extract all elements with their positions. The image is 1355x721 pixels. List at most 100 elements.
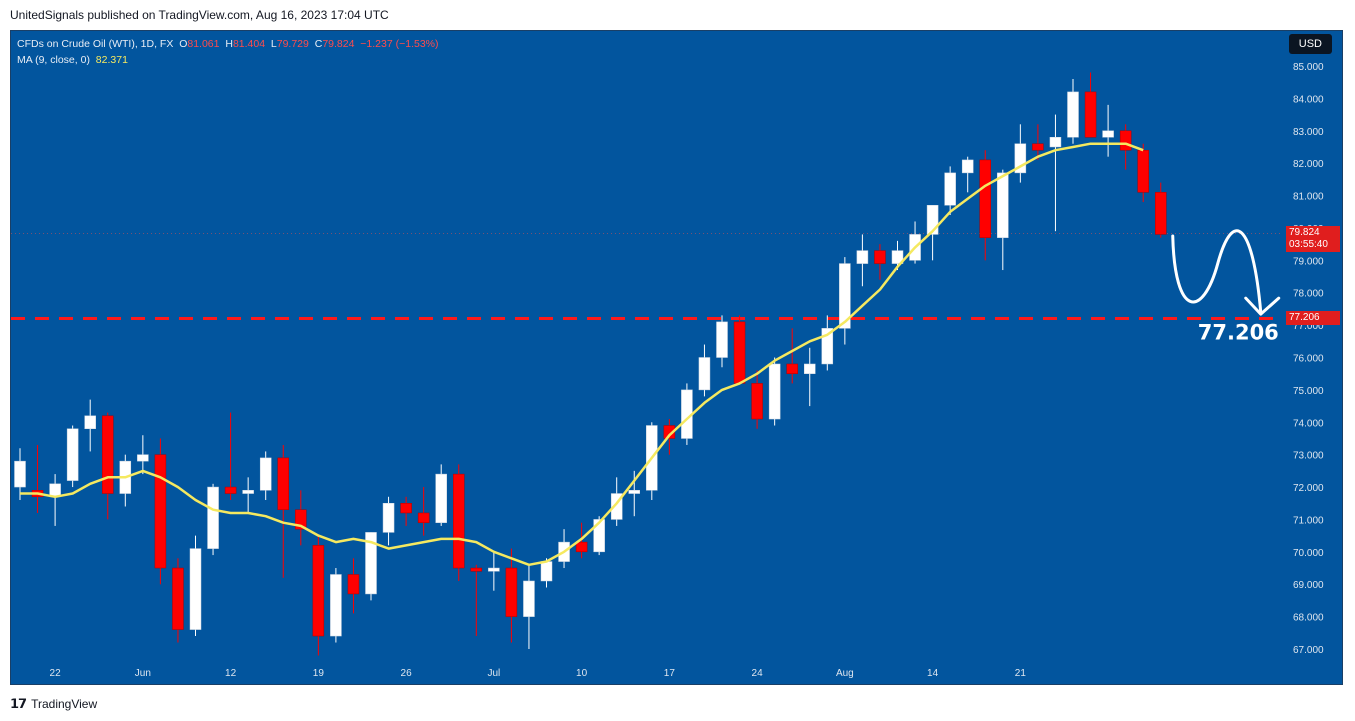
bear-candle — [663, 425, 676, 439]
bull-candle — [84, 415, 96, 430]
bull-candle — [242, 490, 254, 494]
y-tick-label: 81.000 — [1293, 192, 1324, 203]
bear-candle — [575, 541, 588, 553]
x-tick-label: Aug — [836, 668, 854, 679]
target-price-annotation: 77.206 — [1198, 321, 1279, 345]
bull-candle — [137, 454, 149, 462]
bear-candle — [874, 250, 886, 264]
bear-candle — [1155, 192, 1167, 235]
bull-candle — [189, 548, 202, 630]
y-tick-label: 68.000 — [1293, 613, 1324, 624]
bull-candle — [856, 250, 869, 264]
bull-candle — [259, 457, 272, 491]
y-tick-label: 71.000 — [1293, 515, 1324, 526]
y-tick-label: 75.000 — [1293, 386, 1324, 397]
legend-symbol: CFDs on Crude Oil (WTI), 1D, FX — [17, 38, 174, 50]
bear-candle — [733, 321, 746, 384]
footer-brand: TradingView — [31, 697, 98, 711]
candles — [14, 72, 1167, 656]
level-price-label: 77.206 — [1286, 311, 1340, 326]
x-tick-label: 14 — [927, 668, 939, 679]
y-tick-label: 85.000 — [1293, 62, 1324, 73]
x-axis: 22 Jun 12 19 26 Jul 10 17 24 Aug 14 21 — [50, 668, 1027, 679]
tradingview-logo-icon: 𝟭𝟳 — [10, 696, 27, 711]
bull-candle — [330, 574, 342, 637]
bull-candle — [768, 363, 781, 420]
bull-candle — [365, 532, 377, 595]
legend-c-value: 79.824 — [322, 38, 355, 50]
bull-candle — [1049, 137, 1062, 148]
bear-candle — [1137, 149, 1149, 193]
y-tick-label: 70.000 — [1293, 548, 1324, 559]
bear-candle — [786, 363, 798, 374]
bull-candle — [997, 172, 1009, 238]
x-tick-label: 22 — [50, 668, 62, 679]
bull-candle — [961, 159, 974, 174]
y-tick-label: 78.000 — [1293, 289, 1324, 300]
legend-c-label: C — [314, 38, 323, 50]
legend-l-value: 79.729 — [276, 38, 309, 50]
chart-area[interactable]: 77.206 67.000 68.000 69.000 70.000 71.000 72.… — [10, 30, 1343, 685]
bear-candle — [277, 457, 289, 510]
bull-candle — [488, 567, 500, 572]
currency-button[interactable]: USD — [1288, 34, 1332, 54]
x-tick-label: 12 — [225, 668, 237, 679]
bear-candle — [1032, 143, 1044, 151]
legend-h-value: 81.404 — [232, 38, 266, 50]
bull-candle — [804, 363, 816, 374]
bull-candle — [610, 493, 623, 520]
bull-candle — [839, 263, 851, 329]
x-tick-label: 24 — [752, 668, 764, 679]
bull-candle — [66, 428, 79, 481]
bear-candle — [295, 509, 307, 530]
bull-candle — [435, 473, 447, 523]
bear-candle — [453, 473, 465, 569]
chart-legend: CFDs on Crude Oil (WTI), 1D, FX O81.061 … — [17, 36, 439, 68]
bear-candle — [505, 567, 518, 617]
bear-candle — [751, 383, 763, 420]
x-tick-label: 21 — [1015, 668, 1027, 679]
bear-candle — [102, 415, 114, 494]
bear-candle — [172, 567, 184, 630]
y-tick-label: 69.000 — [1293, 580, 1324, 591]
footer: 𝟭𝟳 TradingView — [10, 696, 97, 712]
legend-o-value: 81.061 — [187, 38, 220, 50]
bear-candle — [979, 159, 991, 238]
y-tick-label: 73.000 — [1293, 451, 1324, 462]
bull-candle — [716, 321, 728, 358]
projection-curve — [1171, 229, 1263, 314]
bear-candle — [347, 574, 360, 595]
legend-ma-value: 82.371 — [95, 54, 128, 66]
legend-row-ma: MA (9, close, 0) 82.371 — [17, 52, 439, 68]
ma-line — [20, 142, 1144, 567]
bull-candle — [1014, 143, 1027, 174]
bull-candle — [891, 250, 904, 264]
legend-change: −1.237 (−1.53%) — [360, 38, 439, 50]
bull-candle — [1102, 130, 1114, 138]
bear-candle — [312, 545, 325, 637]
y-tick-label: 77.000 — [1293, 321, 1324, 332]
y-tick-label: 67.000 — [1293, 645, 1324, 656]
legend-h-label: H — [225, 38, 233, 50]
chart-canvas[interactable]: 77.206 67.000 68.000 69.000 70.000 71.000 72.… — [11, 31, 1343, 685]
y-tick-label: 74.000 — [1293, 418, 1324, 429]
bull-candle — [628, 490, 640, 494]
bull-candle — [821, 328, 834, 365]
bull-candle — [593, 519, 605, 553]
bear-candle — [154, 454, 167, 569]
current-price-value: 79.824 — [1289, 226, 1320, 238]
x-tick-label: Jul — [487, 668, 500, 679]
y-tick-label: 84.000 — [1293, 94, 1324, 105]
projection-arrowhead — [1244, 296, 1281, 316]
bear-candle — [470, 567, 483, 572]
bear-candle — [417, 512, 430, 523]
bull-candle — [1067, 91, 1079, 138]
published-caption: UnitedSignals published on TradingView.c… — [10, 8, 389, 22]
bear-candle — [1084, 91, 1097, 138]
bull-candle — [698, 357, 711, 391]
bull-candle — [14, 460, 26, 488]
bull-candle — [540, 561, 553, 582]
bull-candle — [926, 205, 939, 235]
y-tick-label: 82.000 — [1293, 159, 1324, 170]
y-axis: 67.000 68.000 69.000 70.000 71.000 72.000 73.0… — [1293, 62, 1324, 656]
